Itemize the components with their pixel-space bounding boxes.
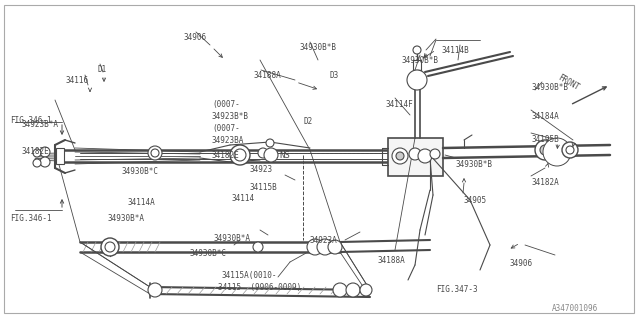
- Text: 34905: 34905: [463, 196, 486, 205]
- Text: 34923A: 34923A: [310, 236, 338, 245]
- Text: 34906: 34906: [184, 33, 207, 42]
- Text: FIG.347-3: FIG.347-3: [436, 285, 477, 294]
- Text: 34184A: 34184A: [531, 112, 559, 121]
- Text: 34930B*B: 34930B*B: [299, 43, 336, 52]
- Text: 34906: 34906: [510, 259, 533, 268]
- Bar: [56, 148, 64, 164]
- Circle shape: [264, 148, 278, 162]
- Circle shape: [333, 283, 347, 297]
- Text: 34114F: 34114F: [385, 100, 413, 109]
- Text: 34923B*B: 34923B*B: [212, 112, 249, 121]
- Text: 34930B*A: 34930B*A: [213, 234, 250, 243]
- Text: 34182E: 34182E: [212, 151, 240, 160]
- Circle shape: [101, 238, 119, 256]
- Circle shape: [413, 46, 421, 54]
- Circle shape: [151, 149, 159, 157]
- Circle shape: [535, 140, 555, 160]
- Text: 34182A: 34182A: [531, 178, 559, 187]
- Circle shape: [328, 240, 342, 254]
- Circle shape: [266, 139, 274, 147]
- Circle shape: [412, 75, 422, 85]
- Circle shape: [418, 149, 432, 163]
- Text: (0007-: (0007-: [212, 124, 240, 133]
- Text: (0007-: (0007-: [212, 100, 240, 109]
- Circle shape: [396, 152, 404, 160]
- Text: 34930B*B: 34930B*B: [401, 56, 438, 65]
- Text: 34930B*C: 34930B*C: [190, 249, 227, 258]
- Text: 34114B: 34114B: [441, 46, 468, 55]
- Circle shape: [253, 242, 263, 252]
- Text: 34114: 34114: [232, 194, 255, 203]
- Text: D2: D2: [303, 117, 312, 126]
- Circle shape: [407, 70, 427, 90]
- Circle shape: [148, 283, 162, 297]
- Text: 34923: 34923: [249, 165, 272, 174]
- Circle shape: [234, 149, 246, 161]
- Circle shape: [258, 148, 268, 158]
- Text: 34114A: 34114A: [128, 198, 156, 207]
- Text: 34115  (9906-0009): 34115 (9906-0009): [218, 283, 301, 292]
- Circle shape: [40, 147, 50, 157]
- Circle shape: [566, 146, 574, 154]
- Circle shape: [543, 138, 571, 166]
- Circle shape: [105, 242, 115, 252]
- Text: FRONT: FRONT: [557, 73, 581, 92]
- Circle shape: [346, 283, 360, 297]
- Text: 34930B*B: 34930B*B: [456, 160, 493, 169]
- Text: FIG.346-1: FIG.346-1: [10, 214, 52, 223]
- Circle shape: [562, 142, 578, 158]
- Text: 34182E: 34182E: [22, 147, 50, 156]
- Text: D3: D3: [329, 71, 339, 80]
- Text: 34930B*B: 34930B*B: [531, 83, 568, 92]
- Text: 34930B*A: 34930B*A: [107, 214, 144, 223]
- Text: 34115B: 34115B: [249, 183, 276, 192]
- Text: 34188A: 34188A: [378, 256, 406, 265]
- Circle shape: [40, 157, 50, 167]
- Circle shape: [317, 239, 333, 255]
- Circle shape: [409, 148, 421, 160]
- Text: 34116: 34116: [66, 76, 89, 85]
- Text: 34923B*A: 34923B*A: [22, 120, 59, 129]
- Text: FIG.346-1: FIG.346-1: [10, 116, 52, 125]
- Circle shape: [360, 284, 372, 296]
- Circle shape: [33, 149, 41, 157]
- Circle shape: [548, 143, 566, 161]
- Text: 34923BA: 34923BA: [212, 136, 244, 145]
- Text: A347001096: A347001096: [552, 304, 598, 313]
- Circle shape: [230, 145, 250, 165]
- Text: NS: NS: [279, 151, 290, 160]
- Circle shape: [148, 146, 162, 160]
- Text: 34930B*C: 34930B*C: [122, 167, 159, 176]
- Circle shape: [540, 145, 550, 155]
- Bar: [388, 138, 443, 176]
- Text: 34195B: 34195B: [531, 135, 559, 144]
- Text: D1: D1: [98, 65, 108, 74]
- Circle shape: [33, 159, 41, 167]
- Circle shape: [392, 148, 408, 164]
- Circle shape: [307, 239, 323, 255]
- Text: 34115A(0010-: 34115A(0010-: [222, 271, 278, 280]
- Circle shape: [430, 149, 440, 159]
- Text: 34188A: 34188A: [253, 71, 281, 80]
